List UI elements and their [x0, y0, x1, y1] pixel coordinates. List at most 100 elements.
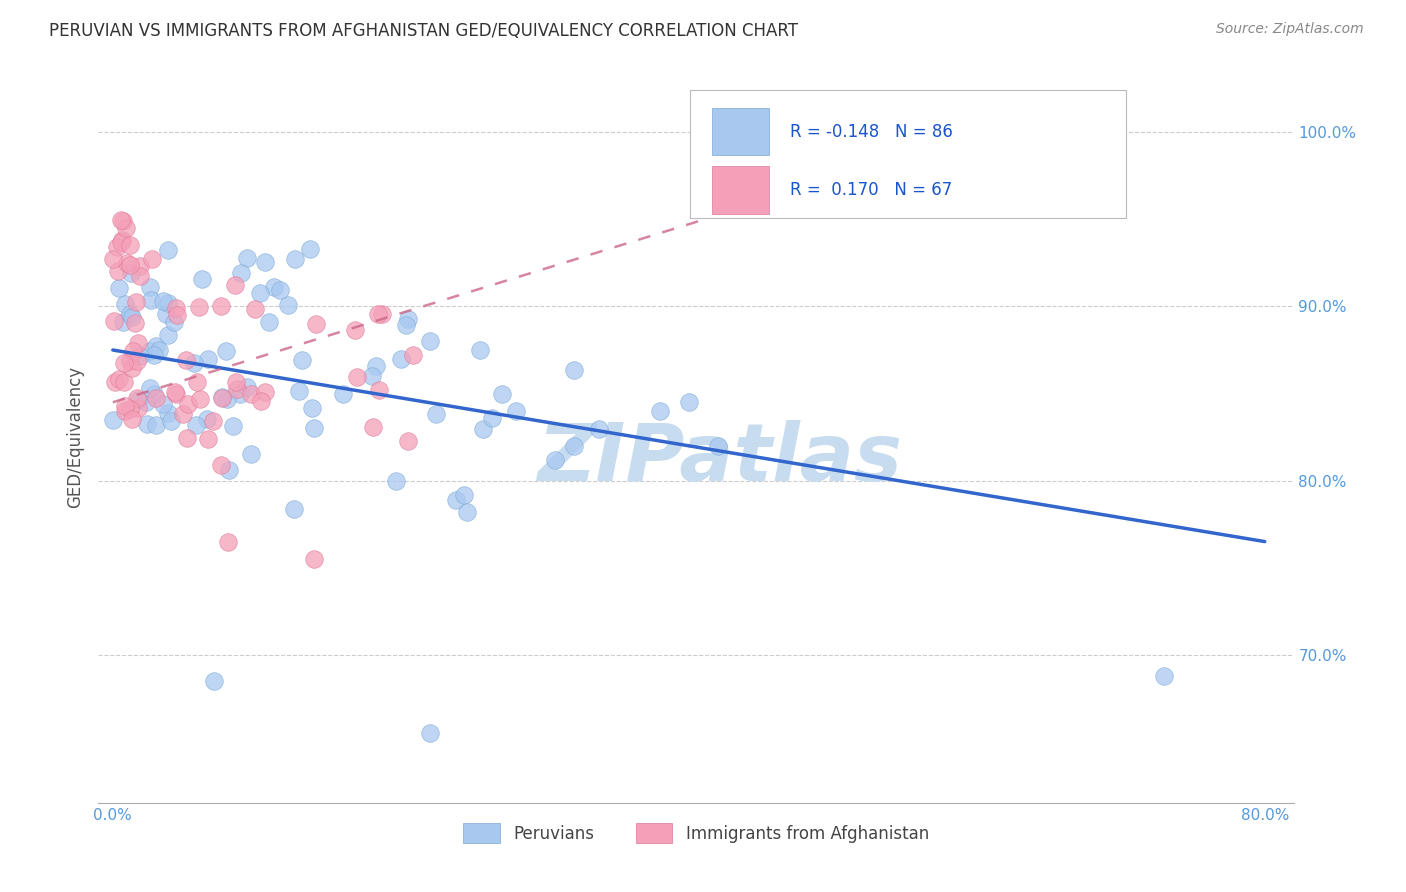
Point: [121, 343, 143, 358]
Text: PERUVIAN VS IMMIGRANTS FROM AFGHANISTAN GED/EQUIVALENCY CORRELATION CHART: PERUVIAN VS IMMIGRANTS FROM AFGHANISTAN …: [49, 22, 799, 40]
Point: [367, 383, 389, 397]
Point: [166, 308, 188, 322]
Point: [263, 280, 285, 294]
Point: [157, 296, 180, 310]
Point: [346, 370, 368, 384]
Point: [145, 417, 167, 432]
FancyBboxPatch shape: [711, 167, 769, 214]
Point: [120, 353, 142, 368]
Point: [103, 252, 125, 266]
Point: [562, 439, 585, 453]
Point: [239, 387, 262, 401]
Point: [127, 401, 149, 415]
Point: [183, 356, 205, 370]
Point: [225, 375, 247, 389]
Point: [217, 392, 239, 406]
Point: [269, 283, 291, 297]
Point: [236, 251, 259, 265]
Point: [165, 386, 187, 401]
Point: [259, 315, 281, 329]
Point: [148, 343, 170, 357]
Point: [121, 361, 143, 376]
Point: [481, 411, 503, 425]
Legend: Peruvians, Immigrants from Afghanistan: Peruvians, Immigrants from Afghanistan: [457, 817, 935, 849]
Point: [197, 352, 219, 367]
Point: [186, 375, 208, 389]
Point: [121, 412, 143, 426]
Point: [120, 266, 142, 280]
Point: [125, 295, 148, 310]
Point: [284, 252, 307, 266]
Point: [229, 266, 252, 280]
Text: R =  0.170   N = 67: R = 0.170 N = 67: [790, 181, 953, 199]
Point: [120, 258, 142, 272]
Point: [127, 391, 149, 405]
Point: [128, 350, 150, 364]
Point: [163, 315, 186, 329]
Point: [188, 300, 211, 314]
Point: [118, 307, 141, 321]
Point: [145, 391, 167, 405]
Point: [288, 384, 311, 398]
Text: Source: ZipAtlas.com: Source: ZipAtlas.com: [1216, 22, 1364, 37]
Point: [240, 447, 263, 461]
Y-axis label: GED/Equivalency: GED/Equivalency: [66, 366, 84, 508]
Point: [211, 391, 233, 405]
Point: [115, 220, 138, 235]
Point: [184, 418, 207, 433]
Point: [165, 385, 187, 400]
Point: [385, 474, 408, 488]
Point: [139, 381, 162, 395]
Point: [139, 344, 162, 359]
Point: [127, 393, 149, 408]
Point: [453, 488, 475, 502]
Point: [134, 394, 156, 409]
Point: [491, 386, 513, 401]
Point: [396, 434, 419, 448]
Point: [419, 334, 441, 349]
Point: [155, 307, 177, 321]
Point: [588, 422, 610, 436]
Point: [367, 307, 389, 321]
Point: [562, 363, 585, 377]
Point: [191, 272, 214, 286]
Point: [108, 281, 131, 295]
Point: [121, 310, 143, 325]
Point: [110, 235, 132, 249]
Point: [249, 286, 271, 301]
Text: ZIPatlas: ZIPatlas: [537, 420, 903, 498]
Point: [112, 315, 135, 329]
Point: [425, 407, 447, 421]
Point: [402, 347, 425, 361]
Point: [250, 393, 273, 408]
Point: [157, 406, 180, 420]
Point: [209, 299, 232, 313]
Point: [217, 534, 239, 549]
Point: [114, 400, 136, 414]
Point: [114, 297, 136, 311]
Point: [301, 401, 323, 415]
Point: [112, 356, 135, 370]
Point: [103, 314, 125, 328]
Point: [389, 351, 412, 366]
Point: [1153, 668, 1175, 682]
Point: [215, 343, 238, 358]
Point: [125, 353, 148, 368]
Point: [253, 384, 276, 399]
Point: [332, 386, 354, 401]
Point: [118, 237, 141, 252]
Point: [229, 387, 252, 401]
Point: [112, 214, 135, 228]
Point: [195, 412, 218, 426]
Point: [156, 243, 179, 257]
Point: [298, 242, 321, 256]
Point: [111, 233, 134, 247]
Point: [201, 414, 224, 428]
FancyBboxPatch shape: [711, 108, 769, 155]
Point: [361, 420, 384, 434]
Point: [471, 422, 494, 436]
Point: [159, 414, 181, 428]
Point: [176, 431, 198, 445]
Point: [107, 264, 129, 278]
Point: [304, 552, 326, 566]
